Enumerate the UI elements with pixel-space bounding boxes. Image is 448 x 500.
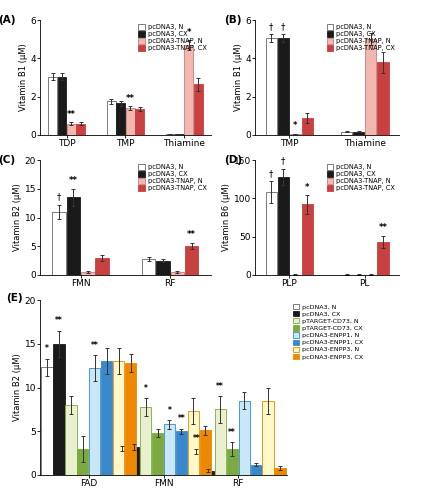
Bar <box>140 407 151 475</box>
Text: **: ** <box>216 382 224 391</box>
Bar <box>166 134 174 135</box>
Text: **: ** <box>67 110 76 118</box>
Y-axis label: Vitamin B1 (μM): Vitamin B1 (μM) <box>19 44 28 112</box>
Text: †: † <box>269 22 273 31</box>
Y-axis label: Vitamin B2 (μM): Vitamin B2 (μM) <box>13 354 22 422</box>
Text: †: † <box>281 22 285 31</box>
Bar <box>164 424 175 475</box>
Bar <box>377 242 388 275</box>
Bar <box>185 246 198 275</box>
Text: *: * <box>45 344 49 354</box>
Text: **: ** <box>125 94 135 103</box>
Bar <box>377 62 388 135</box>
Text: †: † <box>269 169 273 178</box>
Bar <box>89 368 100 475</box>
Bar <box>78 449 89 475</box>
Bar <box>215 410 226 475</box>
Bar <box>67 124 76 135</box>
Y-axis label: Vitamin B6 (μM): Vitamin B6 (μM) <box>222 184 231 252</box>
Bar <box>353 132 364 135</box>
Text: (B): (B) <box>224 16 241 26</box>
Bar <box>185 45 193 135</box>
Text: (E): (E) <box>6 293 22 303</box>
Text: **: ** <box>55 316 63 326</box>
Bar <box>116 104 125 135</box>
Bar <box>341 132 352 135</box>
Bar <box>275 468 286 475</box>
Bar <box>81 272 95 275</box>
Bar <box>95 258 109 275</box>
Text: *: * <box>305 183 310 192</box>
Bar <box>125 363 136 475</box>
Bar <box>53 344 65 475</box>
Bar <box>266 192 277 275</box>
Bar <box>194 84 202 135</box>
Bar <box>200 430 211 475</box>
Bar <box>128 447 139 475</box>
Text: (A): (A) <box>0 16 15 26</box>
Y-axis label: Vitamin B2 (μM): Vitamin B2 (μM) <box>13 184 22 252</box>
Bar <box>239 400 250 475</box>
Bar <box>176 431 187 475</box>
Bar <box>188 411 199 475</box>
Bar <box>278 177 289 275</box>
Text: *: * <box>168 406 172 414</box>
Text: (D): (D) <box>224 156 242 166</box>
Text: **: ** <box>177 414 185 424</box>
Bar <box>302 118 313 135</box>
Text: †: † <box>57 192 61 202</box>
Legend: pcDNA3, N, pcDNA3, CX, pcDNA3-TNAP, N, pcDNA3-TNAP, CX: pcDNA3, N, pcDNA3, CX, pcDNA3-TNAP, N, p… <box>326 24 396 52</box>
Text: **: ** <box>379 224 388 232</box>
Text: **: ** <box>69 176 78 186</box>
Bar <box>290 134 301 135</box>
Bar <box>77 124 85 135</box>
Bar <box>41 368 53 475</box>
Bar <box>250 464 262 475</box>
Bar <box>65 405 77 475</box>
Text: **: ** <box>193 434 200 444</box>
Bar <box>171 272 184 275</box>
Bar <box>152 433 163 475</box>
Legend: pcDNA3, N, pcDNA3, CX, pcDNA3-TNAP, N, pcDNA3-TNAP, CX: pcDNA3, N, pcDNA3, CX, pcDNA3-TNAP, N, p… <box>326 164 396 192</box>
Bar <box>365 39 376 135</box>
Bar <box>266 38 277 135</box>
Bar <box>135 109 144 135</box>
Text: †: † <box>281 157 285 166</box>
Legend: pcDNA3, N, pcDNA3, CX, pTARGET-CD73, N, pTARGET-CD73, CX, pcDNA3-ENPP1, N, pcDNA: pcDNA3, N, pcDNA3, CX, pTARGET-CD73, N, … <box>293 303 364 360</box>
Legend: pcDNA3, N, pcDNA3, CX, pcDNA3-TNAP, N, pcDNA3-TNAP, CX: pcDNA3, N, pcDNA3, CX, pcDNA3-TNAP, N, p… <box>138 24 207 52</box>
Bar <box>107 102 116 135</box>
Text: *: * <box>144 384 147 393</box>
Bar <box>191 452 202 475</box>
Text: *: * <box>293 121 297 130</box>
Bar <box>113 361 125 475</box>
Y-axis label: Vitamin B1 (μM): Vitamin B1 (μM) <box>234 44 243 112</box>
Bar <box>48 76 57 135</box>
Bar <box>263 400 274 475</box>
Bar <box>302 204 313 275</box>
Bar <box>116 449 127 475</box>
Bar <box>67 198 80 275</box>
Text: **: ** <box>91 341 99 350</box>
Bar <box>142 259 155 275</box>
Text: **: ** <box>228 428 236 436</box>
Bar <box>52 212 66 275</box>
Text: (C): (C) <box>0 156 15 166</box>
Bar <box>203 470 214 475</box>
Bar <box>58 76 66 135</box>
Legend: pcDNA3, N, pcDNA3, CX, pcDNA3-TNAP, N, pcDNA3-TNAP, CX: pcDNA3, N, pcDNA3, CX, pcDNA3-TNAP, N, p… <box>138 164 207 192</box>
Bar <box>278 38 289 135</box>
Text: **: ** <box>187 230 196 239</box>
Text: *: * <box>186 28 191 36</box>
Bar <box>101 361 112 475</box>
Bar <box>175 134 184 135</box>
Bar <box>156 260 170 275</box>
Bar <box>227 449 238 475</box>
Bar <box>126 108 134 135</box>
